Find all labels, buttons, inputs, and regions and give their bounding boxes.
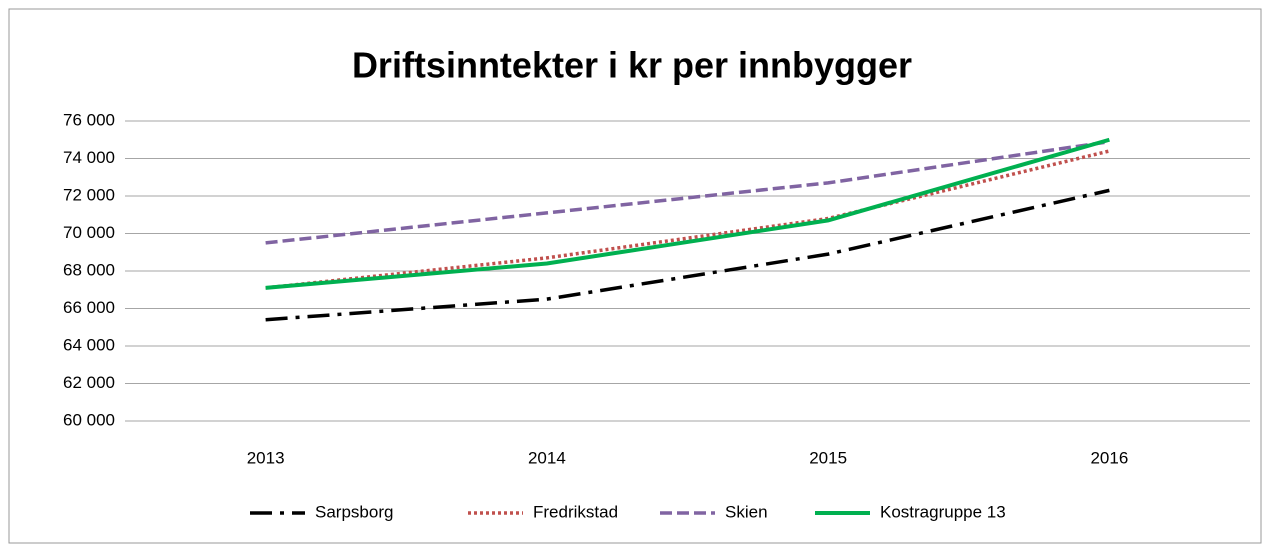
x-tick-label: 2013 [247,448,285,467]
legend-label: Kostragruppe 13 [880,502,1006,521]
series-line [265,139,1110,245]
y-tick-label: 74 000 [63,148,115,167]
series-line [265,188,1110,322]
legend-label: Sarpsborg [315,502,393,521]
y-tick-label: 70 000 [63,223,115,242]
chart-title: Driftsinntekter i kr per innbygger [352,45,912,86]
x-tick-label: 2016 [1090,448,1128,467]
y-tick-label: 68 000 [63,260,115,279]
y-tick-label: 76 000 [63,110,115,129]
y-tick-label: 64 000 [63,335,115,354]
y-tick-label: 66 000 [63,298,115,317]
series-line [265,137,1110,290]
y-tick-label: 62 000 [63,373,115,392]
y-tick-label: 60 000 [63,410,115,429]
chart-border [8,8,1262,544]
x-tick-label: 2014 [528,448,566,467]
legend-label: Skien [725,502,768,521]
legend-label: Fredrikstad [533,502,618,521]
y-tick-label: 72 000 [63,185,115,204]
x-tick-label: 2015 [809,448,847,467]
